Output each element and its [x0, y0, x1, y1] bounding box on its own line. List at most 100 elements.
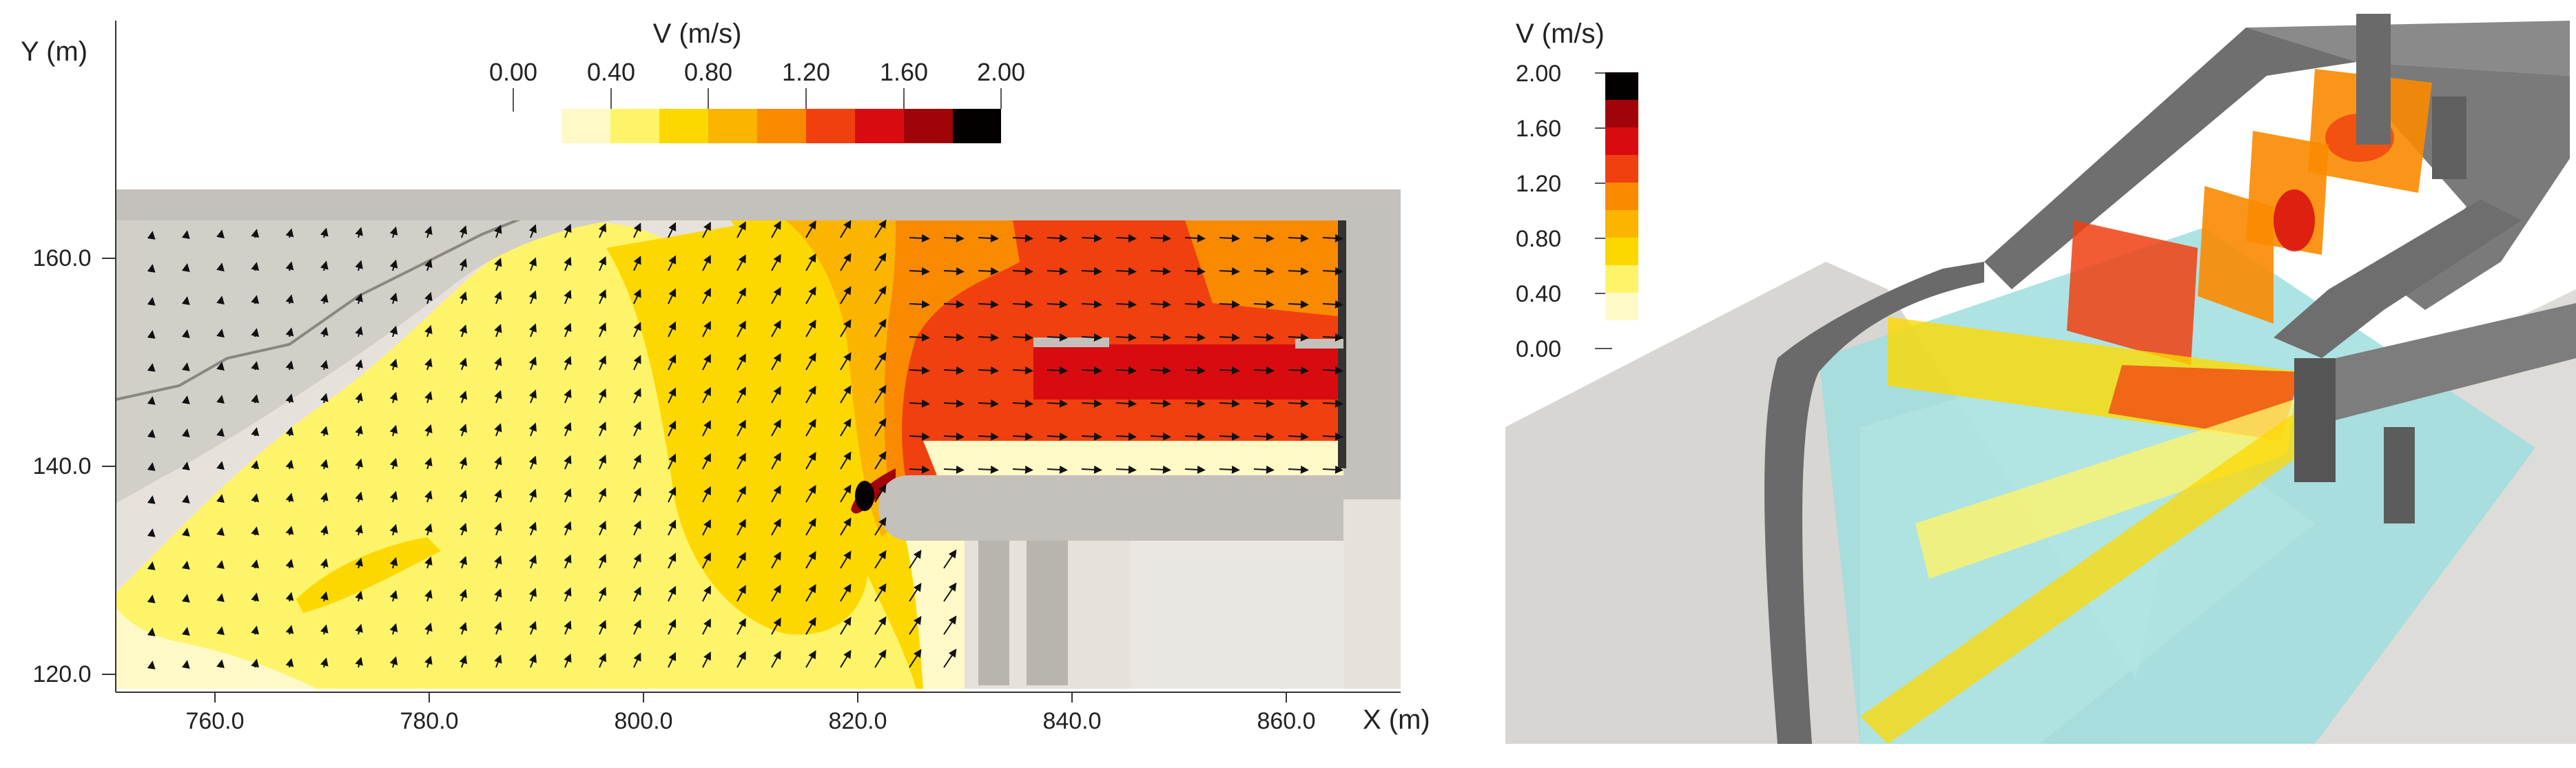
inner-wall	[1033, 338, 1109, 347]
velocity-vector	[564, 422, 572, 437]
velocity-vector	[459, 391, 467, 404]
velocity-vector	[1047, 333, 1068, 342]
velocity-vector	[181, 627, 190, 636]
velocity-vector	[840, 418, 852, 437]
velocity-vector	[943, 549, 957, 569]
velocity-vector	[943, 366, 965, 375]
velocity-vector	[494, 456, 502, 470]
velocity-vector	[874, 219, 887, 238]
velocity-vector	[528, 455, 537, 470]
velocity-vector	[181, 362, 190, 372]
velocity-vector	[668, 552, 677, 569]
velocity-vector	[1253, 399, 1275, 408]
velocity-vector	[494, 357, 502, 371]
velocity-vector	[909, 616, 922, 635]
velocity-vector	[424, 258, 433, 271]
velocity-vector	[494, 621, 502, 635]
velocity-vector	[1081, 432, 1102, 441]
velocity-vector	[909, 550, 922, 569]
velocity-vector	[702, 618, 711, 635]
velocity-vector	[355, 293, 363, 304]
velocity-vector	[528, 290, 537, 304]
velocity-vector	[702, 651, 711, 668]
velocity-vector	[874, 417, 887, 437]
velocity-vector	[389, 325, 398, 338]
velocity-vector	[355, 623, 363, 635]
velocity-vector	[285, 261, 294, 271]
velocity-vector	[702, 254, 711, 271]
velocity-vector	[355, 656, 363, 668]
velocity-vector	[1081, 399, 1102, 408]
velocity-vector	[216, 626, 225, 636]
velocity-vector	[1288, 399, 1309, 408]
velocity-vector	[598, 454, 606, 470]
velocity-vector	[1288, 432, 1309, 441]
velocity-vector	[943, 432, 965, 441]
velocity-vector	[805, 550, 816, 569]
velocity-vector	[736, 386, 746, 404]
left-bank-terrain	[116, 189, 772, 503]
velocity-vector	[564, 653, 572, 668]
velocity-vector	[1322, 366, 1343, 375]
velocity-vector	[702, 519, 711, 536]
velocity-vector	[251, 427, 260, 437]
velocity-vector	[840, 319, 852, 338]
velocity-vector	[1150, 333, 1171, 342]
velocity-vector	[355, 491, 363, 503]
velocity-vector	[564, 521, 572, 536]
velocity-vector	[1322, 399, 1343, 408]
velocity-vector	[840, 583, 852, 602]
velocity-vector	[668, 619, 677, 635]
velocity-vector	[633, 520, 641, 536]
velocity-vector	[840, 352, 852, 371]
velocity-vector	[1219, 333, 1240, 342]
velocity-vector	[216, 362, 225, 371]
velocity-vector	[216, 461, 225, 470]
velocity-vector	[564, 388, 572, 404]
colorbar-swatch	[1605, 155, 1638, 183]
velocity-vector	[528, 224, 537, 238]
colorbar-swatch	[561, 109, 610, 143]
velocity-vector	[285, 228, 294, 238]
velocity-vector	[320, 492, 329, 503]
velocity-vector	[320, 459, 329, 470]
colorbar-tick-label: 0.40	[587, 58, 635, 86]
colorbar-swatch	[708, 109, 757, 143]
velocity-vector	[840, 286, 852, 304]
velocity-vector	[1150, 366, 1171, 375]
colorbar-ticks: 0.00 0.40 0.80 1.20 1.60 2.00	[489, 58, 1025, 112]
velocity-vector	[320, 326, 329, 338]
velocity-vector	[909, 399, 930, 408]
velocity-vector	[251, 526, 260, 536]
colorbar	[561, 109, 1001, 143]
velocity-vector	[564, 620, 572, 635]
velocity-vector	[668, 354, 677, 371]
velocity-vector	[805, 352, 816, 371]
velocity-vector	[840, 385, 852, 404]
velocity-vector	[633, 619, 641, 635]
velocity-vector	[459, 324, 467, 338]
velocity-vector	[494, 258, 502, 271]
velocity-vector	[494, 654, 502, 668]
velocity-vector	[1184, 432, 1206, 441]
velocity-vector	[1253, 432, 1275, 441]
velocity-vector	[1047, 366, 1068, 375]
colorbar-tick-label: 1.60	[1516, 116, 1561, 142]
velocity-vector	[771, 584, 781, 602]
velocity-vector	[702, 486, 711, 503]
velocity-vector	[494, 588, 502, 602]
colorbar-swatch	[953, 109, 1001, 143]
colorbar-swatch	[1605, 238, 1638, 265]
velocity-vector	[216, 560, 225, 570]
colorbar-tick-label: 2.00	[977, 58, 1025, 86]
contour-band-lowest	[896, 510, 965, 689]
velocity-vector	[598, 421, 606, 437]
velocity-vector	[424, 655, 433, 668]
velocity-vector	[805, 583, 816, 602]
colorbar-swatch	[1605, 127, 1638, 155]
x-tick-label: 800.0	[614, 708, 672, 734]
velocity-vector	[1047, 432, 1068, 441]
velocity-vector	[736, 486, 746, 503]
curved-wall	[1764, 262, 1984, 744]
velocity-vector	[771, 220, 781, 238]
